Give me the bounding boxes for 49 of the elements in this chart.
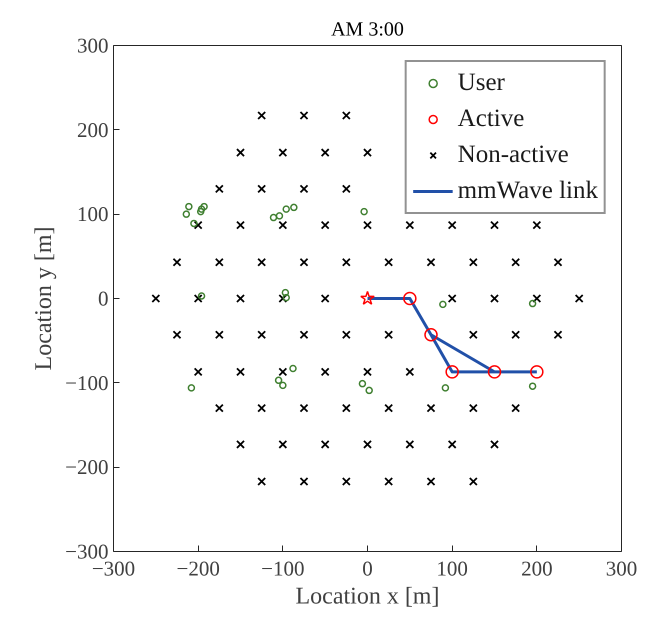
point <box>530 365 544 379</box>
y-tick-label: −200 <box>65 455 108 480</box>
y-tick-label: 100 <box>77 202 108 226</box>
x-axis-title: Location x [m] <box>296 584 440 610</box>
point <box>200 202 208 210</box>
legend-label: mmWave link <box>458 176 598 206</box>
x-tick-label: 200 <box>521 556 553 580</box>
legend-label: Non-active <box>458 140 569 170</box>
point <box>358 380 366 388</box>
y-tick-label: 200 <box>77 118 108 142</box>
x-tick-label: 100 <box>436 556 468 580</box>
point <box>196 208 204 216</box>
point <box>439 300 447 308</box>
point <box>528 300 536 308</box>
y-tick-label: −100 <box>65 370 108 395</box>
point <box>279 382 287 390</box>
point <box>442 384 450 392</box>
point <box>185 202 193 210</box>
point <box>445 365 459 379</box>
point <box>528 382 536 390</box>
point <box>360 208 368 216</box>
point <box>190 220 198 228</box>
point <box>198 205 206 213</box>
point <box>198 292 206 300</box>
point <box>488 365 502 379</box>
legend-label: User <box>458 68 505 98</box>
legend-label: Active <box>458 104 524 134</box>
point <box>270 214 278 222</box>
point <box>188 384 196 392</box>
point <box>290 204 298 212</box>
point <box>424 328 438 342</box>
x-tick-label: 300 <box>606 556 638 580</box>
point <box>282 205 290 213</box>
point <box>360 290 375 305</box>
y-axis-title: Location y [m] <box>31 226 58 370</box>
chart-title: AM 3:00 <box>331 18 404 40</box>
x-tick-label: −200 <box>176 556 220 580</box>
point <box>276 212 284 220</box>
point <box>282 294 290 302</box>
y-tick-label: 0 <box>98 286 108 310</box>
point <box>282 288 290 296</box>
point <box>274 376 282 384</box>
x-tick-label: −100 <box>261 556 305 580</box>
point <box>365 386 373 394</box>
point <box>182 210 190 218</box>
point <box>403 292 417 306</box>
x-tick-label: 0 <box>362 556 373 580</box>
y-tick-label: 300 <box>77 34 108 58</box>
point <box>289 364 297 372</box>
